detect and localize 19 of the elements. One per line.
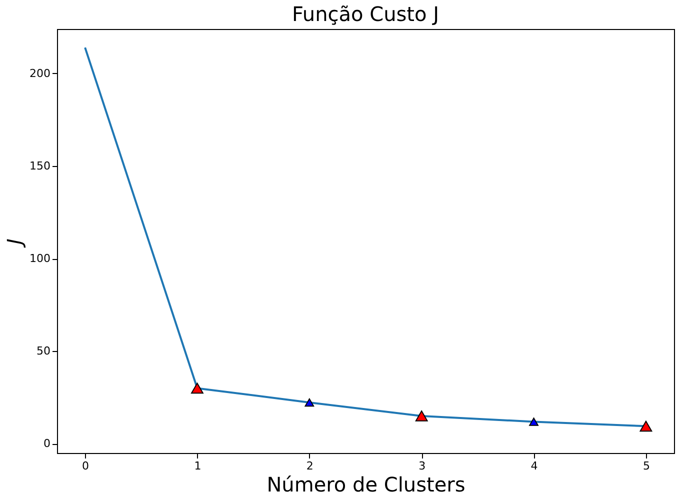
y-tick-label: 200 [30,66,50,80]
x-tick-label: 5 [642,460,650,472]
x-tick-label: 1 [194,460,202,472]
x-tick-label: 2 [306,460,314,472]
point [640,420,652,432]
point [415,410,428,422]
y-tick-label: 50 [36,344,50,358]
x-tick-label: 3 [418,460,426,472]
point [191,382,204,394]
y-tick-label: 100 [30,252,50,266]
y-tick-label: 150 [30,160,50,173]
y-tick-label: 0 [44,437,50,450]
point [529,418,538,426]
y-axis-title: J [2,238,27,248]
x-tick-label: 0 [82,460,90,472]
chart-title: Função Custo J [292,2,440,26]
x-axis-title: Número de Clusters [266,472,466,496]
x-tick-label: 4 [530,460,538,472]
point [304,398,314,407]
